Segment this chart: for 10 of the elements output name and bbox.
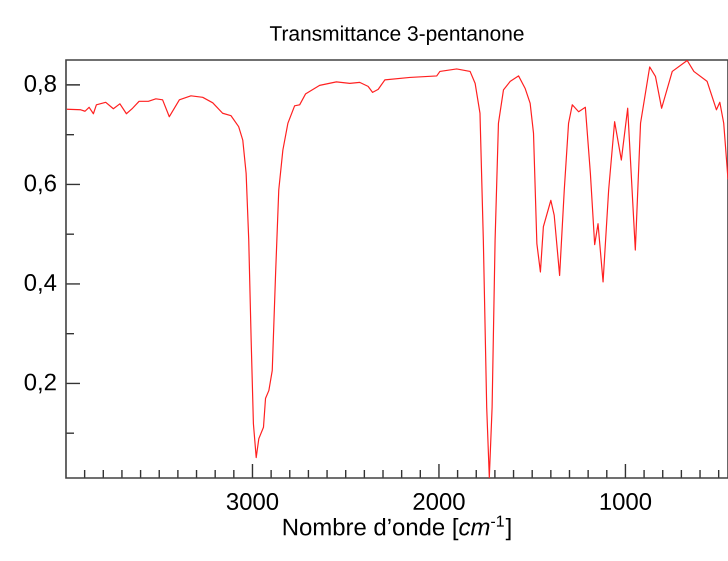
- y-tick-label: 0,6: [24, 174, 56, 194]
- y-tick-label: 0,2: [24, 374, 56, 394]
- y-tick-label: 0,8: [24, 75, 56, 95]
- y-tick-label: 0,4: [24, 274, 56, 294]
- x-tick-label: 2000: [414, 493, 465, 510]
- line-series: [66, 60, 728, 478]
- chart-title: Transmittance 3-pentanone: [270, 26, 524, 46]
- x-tick-label: 1000: [600, 493, 652, 510]
- x-axis-title: Nombre d’onde [cm$^{-1}$]: [284, 516, 511, 540]
- x-tick-label: 3000: [226, 493, 278, 510]
